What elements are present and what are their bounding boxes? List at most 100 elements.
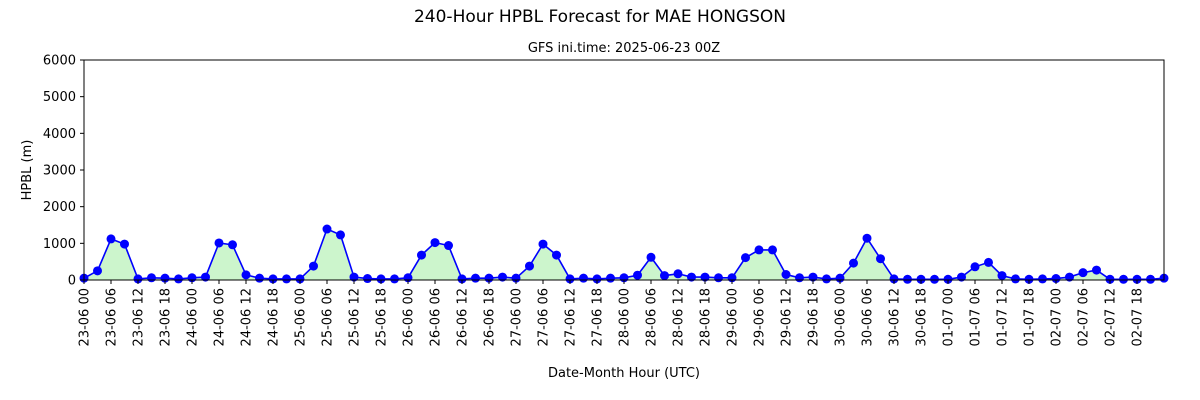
data-point [133, 274, 143, 284]
data-point [889, 274, 899, 284]
x-tick-label: 27-06 06 [537, 288, 552, 346]
data-point [633, 270, 642, 280]
data-point [174, 274, 183, 284]
y-tick-label: 1000 [43, 237, 76, 252]
y-axis: 0 1000 2000 3000 4000 5000 6000 [43, 54, 84, 289]
data-point [444, 241, 453, 251]
x-tick-label: 25-06 06 [321, 288, 336, 346]
data-point [1119, 274, 1128, 284]
x-tick-label: 29-06 00 [726, 288, 741, 346]
data-point [376, 274, 386, 284]
x-tick-label: 30-06 00 [834, 288, 849, 346]
x-tick-label: 28-06 12 [672, 288, 687, 346]
data-point [768, 245, 777, 255]
data-point [1051, 274, 1061, 284]
x-tick-label: 23-06 18 [159, 288, 174, 346]
x-axis-label: Date-Month Hour (UTC) [548, 366, 700, 381]
y-tick-label: 6000 [43, 54, 76, 69]
data-point [1132, 274, 1142, 284]
data-point [1024, 274, 1034, 284]
x-tick-label: 26-06 12 [456, 288, 471, 346]
x-tick-label: 24-06 18 [267, 288, 282, 346]
x-tick-label: 27-06 18 [591, 288, 606, 346]
data-point [309, 261, 318, 271]
chart-title: 240-Hour HPBL Forecast for MAE HONGSON [414, 7, 786, 27]
data-point [808, 272, 818, 282]
data-point [538, 239, 548, 249]
data-point [525, 261, 534, 271]
data-point [997, 271, 1007, 281]
data-point [390, 274, 399, 284]
data-point [565, 274, 575, 284]
data-point [268, 274, 278, 284]
data-point [660, 271, 669, 281]
x-tick-label: 26-06 18 [483, 288, 498, 346]
data-point [214, 238, 224, 248]
data-point [93, 266, 102, 276]
x-tick-label: 27-06 12 [564, 288, 579, 346]
x-tick-label: 26-06 00 [402, 288, 417, 346]
data-point [903, 274, 912, 284]
x-tick-label: 30-06 06 [861, 288, 876, 346]
data-point [700, 272, 710, 282]
x-tick-label: 29-06 18 [807, 288, 822, 346]
x-tick-label: 01-07 06 [969, 288, 984, 346]
data-point [106, 234, 116, 244]
data-point [876, 254, 885, 264]
x-tick-label: 02-07 06 [1077, 288, 1092, 346]
x-tick-label: 24-06 06 [213, 288, 228, 346]
data-point [1092, 265, 1101, 275]
x-tick-label: 01-07 00 [942, 288, 957, 346]
data-point [295, 274, 305, 284]
x-tick-label: 27-06 00 [510, 288, 525, 346]
x-tick-label: 23-06 06 [105, 288, 120, 346]
x-tick-label: 23-06 00 [78, 288, 93, 346]
data-point [1038, 274, 1047, 284]
data-point [1011, 274, 1020, 284]
x-tick-label: 01-07 18 [1023, 288, 1038, 346]
x-tick-label: 26-06 06 [429, 288, 444, 346]
y-tick-label: 4000 [43, 127, 76, 142]
x-tick-label: 29-06 06 [753, 288, 768, 346]
data-point [417, 250, 426, 260]
data-point [754, 245, 764, 255]
data-point [363, 274, 372, 284]
chart-subtitle: GFS ini.time: 2025-06-23 00Z [528, 41, 720, 56]
data-point [349, 272, 359, 282]
data-point [336, 230, 345, 240]
data-point [957, 272, 966, 282]
data-point [741, 253, 750, 263]
y-tick-label: 5000 [43, 90, 76, 105]
x-tick-label: 02-07 00 [1050, 288, 1065, 346]
data-point [241, 270, 251, 280]
data-point [673, 269, 683, 279]
data-point [147, 273, 156, 283]
x-axis: 23-06 00 23-06 06 23-06 12 23-06 18 24-06 00… [78, 280, 1146, 346]
data-point [1065, 272, 1074, 282]
x-tick-label: 02-07 12 [1104, 288, 1119, 346]
y-tick-label: 2000 [43, 200, 76, 215]
x-tick-label: 01-07 12 [996, 288, 1011, 346]
x-tick-label: 25-06 12 [348, 288, 363, 346]
data-point [430, 238, 440, 248]
data-point [579, 273, 588, 283]
x-tick-label: 28-06 06 [645, 288, 660, 346]
data-point [471, 273, 480, 283]
data-point [282, 274, 291, 284]
data-point [849, 258, 858, 268]
x-tick-label: 30-06 18 [915, 288, 930, 346]
y-tick-label: 0 [68, 274, 76, 289]
series-markers-group [79, 224, 1169, 284]
data-point [322, 224, 332, 234]
plot-frame [83, 59, 1165, 281]
data-point [552, 250, 561, 260]
x-tick-label: 24-06 00 [186, 288, 201, 346]
data-point [1146, 274, 1155, 284]
data-point [781, 270, 791, 279]
x-tick-label: 29-06 12 [780, 288, 795, 346]
data-point [606, 273, 615, 283]
x-tick-label: 24-06 12 [240, 288, 255, 346]
data-point [862, 233, 872, 243]
data-point [498, 272, 507, 282]
